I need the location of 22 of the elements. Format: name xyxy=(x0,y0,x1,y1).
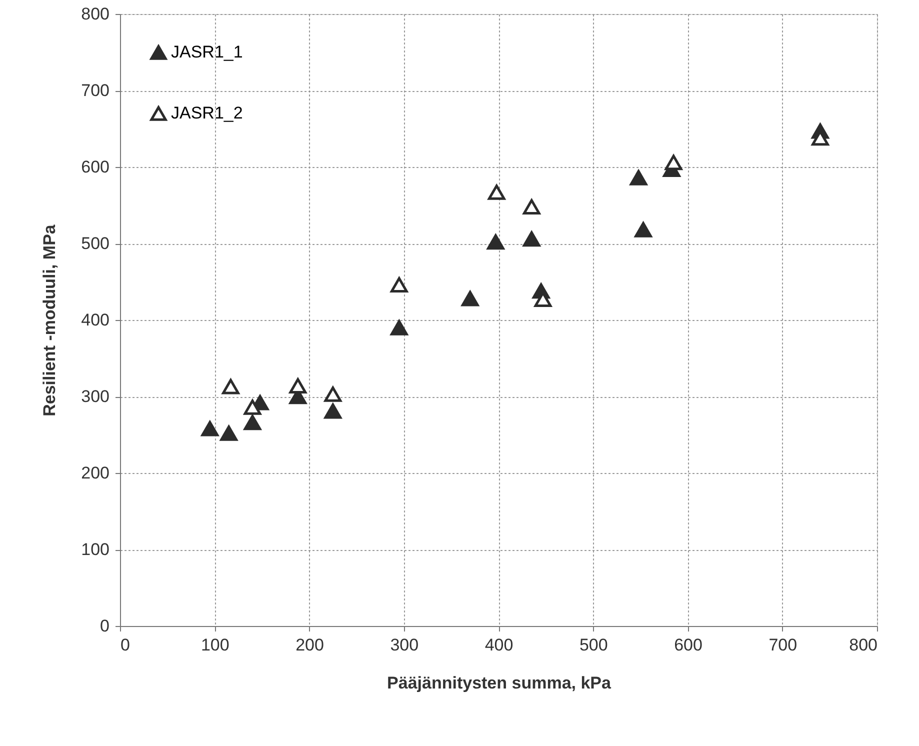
y-tick-label: 400 xyxy=(81,310,110,330)
x-tick-label: 400 xyxy=(484,636,514,654)
legend-label: JASR1_1 xyxy=(171,42,243,62)
legend-label: JASR1_2 xyxy=(171,104,243,122)
y-tick-label: 600 xyxy=(81,158,110,176)
x-tick-label: 100 xyxy=(200,636,230,654)
x-tick-label: 600 xyxy=(674,636,702,654)
y-tick-label: 300 xyxy=(81,387,110,406)
y-axis-title: Resilient -moduuli, MPa xyxy=(40,224,60,416)
x-axis-title: Pääjännitysten summa, kPa xyxy=(387,674,612,692)
x-tick-label: 200 xyxy=(296,636,324,654)
y-tick-label: 700 xyxy=(81,81,110,100)
x-tick-label: 0 xyxy=(120,636,130,654)
y-tick-label: 100 xyxy=(81,540,110,559)
y-tick-label: 0 xyxy=(100,616,110,636)
y-tick-label: 200 xyxy=(81,464,110,482)
x-tick-label: 500 xyxy=(579,636,608,654)
y-tick-label: 500 xyxy=(81,234,110,253)
y-tick-label: 800 xyxy=(81,4,110,24)
x-tick-label: 800 xyxy=(849,636,878,654)
x-tick-label: 700 xyxy=(768,636,798,654)
x-tick-label: 300 xyxy=(390,636,419,654)
